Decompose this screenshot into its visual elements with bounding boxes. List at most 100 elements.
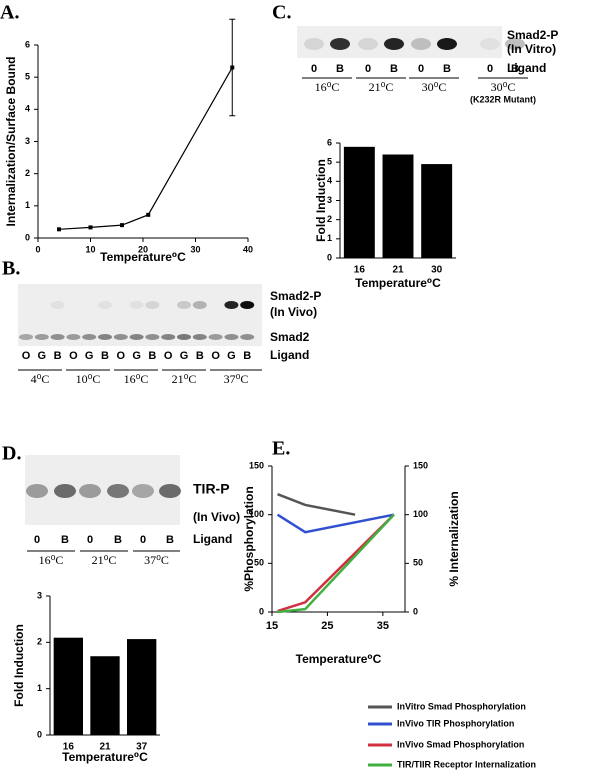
y-tick-label: 2 <box>327 214 332 224</box>
x-tick-label: 16 <box>63 742 75 753</box>
x-tick-label: 0 <box>35 244 40 254</box>
y-tick-label: 150 <box>413 460 428 470</box>
data-line <box>58 67 233 230</box>
lane-label: B <box>511 63 519 75</box>
temperature-label: 30⁰C <box>491 80 516 94</box>
y-axis-label: % Internalization <box>447 491 461 586</box>
y-tick-label: 1 <box>37 683 42 693</box>
blot-band <box>208 334 223 340</box>
blot-label: (In Vivo) <box>193 510 240 524</box>
y-tick-label: 0 <box>37 729 42 739</box>
lane-label: 0 <box>34 534 40 546</box>
x-axis-label: Temperature⁰C <box>355 276 441 290</box>
y-tick-label: 1 <box>327 233 332 243</box>
series-line <box>277 493 356 516</box>
blot-band <box>240 301 255 309</box>
y-tick-label: 4 <box>327 176 332 186</box>
blot-band <box>98 334 112 340</box>
y-axis-label: %Phosphorylation <box>242 486 256 591</box>
blot-label: (In Vivo) <box>270 305 317 319</box>
blot-band <box>304 38 324 50</box>
lane-label: B <box>101 350 109 362</box>
blot-label: Smad2-P <box>507 28 558 42</box>
x-tick-label: 35 <box>377 620 389 632</box>
y-tick-label: 100 <box>413 509 428 519</box>
y-tick-label: 6 <box>25 39 30 49</box>
blot-band <box>224 334 239 340</box>
temperature-label: 30⁰C <box>422 80 447 94</box>
temperature-label: 4⁰C <box>31 372 50 386</box>
legend-label: InVivo TIR Phosphorylation <box>397 718 514 728</box>
bar <box>53 637 83 735</box>
blot-band <box>161 334 176 340</box>
blot-band <box>98 301 112 309</box>
blot-band <box>50 334 65 340</box>
blot-band <box>384 38 404 50</box>
y-axis-label: Internalization/Surface Bound <box>4 56 18 226</box>
y-axis-label: Fold Induction <box>314 159 328 242</box>
blot-membrane <box>18 284 262 346</box>
x-tick-label: 40 <box>243 244 253 254</box>
x-tick-label: 21 <box>392 265 404 276</box>
x-axis-label: Temperature⁰C <box>296 652 382 666</box>
panel-letter: D. <box>2 443 21 465</box>
x-tick-label: 15 <box>266 620 278 632</box>
blot-label: Smad2 <box>270 330 310 344</box>
lane-label: B <box>336 63 344 75</box>
temperature-label: 21⁰C <box>92 553 117 567</box>
blot-membrane <box>25 455 180 525</box>
x-tick-label: 30 <box>190 244 200 254</box>
y-tick-label: 4 <box>25 104 30 114</box>
lane-label: B <box>61 534 69 546</box>
lane-label: 0 <box>418 63 424 75</box>
y-tick-label: 0 <box>25 232 30 242</box>
y-tick-label: 100 <box>249 509 264 519</box>
y-tick-label: 3 <box>37 590 42 600</box>
y-tick-label: 1 <box>25 200 30 210</box>
lane-label: B <box>54 350 62 362</box>
lane-label: B <box>114 534 122 546</box>
y-tick-label: 0 <box>327 252 332 262</box>
blot-label: Ligand <box>507 61 546 75</box>
blot-band <box>82 334 97 340</box>
blot-band <box>79 484 101 498</box>
panel-letter: B. <box>2 258 20 280</box>
error-bar <box>229 18 236 117</box>
blot-band <box>50 301 65 309</box>
panel-letter: C. <box>272 2 291 24</box>
temperature-label: 37⁰C <box>224 372 249 386</box>
blot-band <box>224 301 239 309</box>
x-tick-label: 30 <box>431 265 443 276</box>
x-tick-label: 16 <box>354 265 366 276</box>
lane-label: 0 <box>87 534 93 546</box>
legend-label: TIR/TIIR Receptor Internalization <box>397 759 536 769</box>
bar <box>127 639 157 735</box>
lane-label: B <box>443 63 451 75</box>
lane-label: B <box>196 350 204 362</box>
blot-label: TIR-P <box>193 481 230 497</box>
x-tick-label: 37 <box>136 742 148 753</box>
temperature-label: 16⁰C <box>124 372 149 386</box>
blot-label: Smad2-P <box>270 289 321 303</box>
temperature-label: 37⁰C <box>144 553 169 567</box>
blot-band <box>480 38 500 50</box>
lane-label: B <box>148 350 156 362</box>
x-tick-label: 25 <box>321 620 333 632</box>
y-tick-label: 5 <box>327 157 332 167</box>
lane-label: 0 <box>365 63 371 75</box>
lane-label: G <box>38 350 47 362</box>
blot-band <box>240 334 255 340</box>
blot-band <box>192 301 207 309</box>
y-tick-label: 50 <box>254 558 264 568</box>
lane-label: O <box>164 350 173 362</box>
temperature-label: 21⁰C <box>172 372 197 386</box>
lane-label: G <box>132 350 141 362</box>
blot-band <box>107 484 129 498</box>
data-point <box>57 227 61 232</box>
y-tick-label: 5 <box>25 72 30 82</box>
y-tick-label: 6 <box>327 137 332 147</box>
blot-band <box>145 301 160 309</box>
blot-band <box>113 334 128 340</box>
panel-letter: A. <box>0 2 19 24</box>
blot-band <box>411 38 431 50</box>
